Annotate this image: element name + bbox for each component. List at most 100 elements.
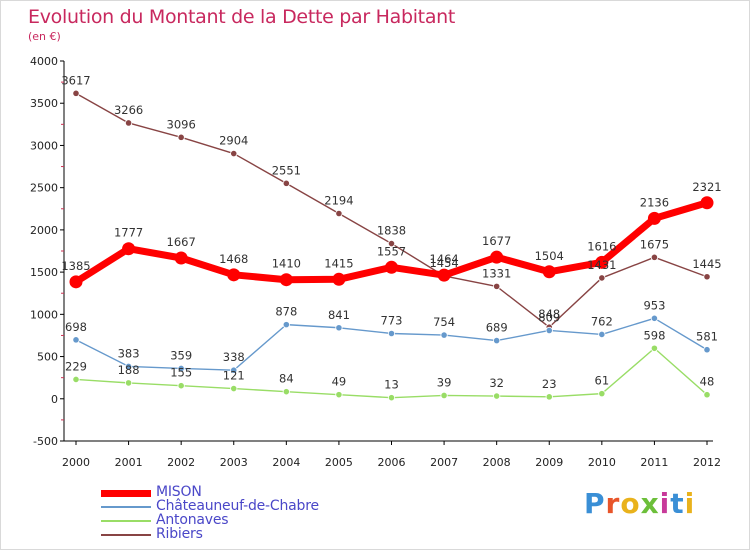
data-label: 1677 — [482, 234, 511, 248]
y-tick-label: 0 — [51, 393, 58, 406]
data-label: 2321 — [692, 180, 721, 194]
x-tick-label: 2004 — [272, 456, 300, 469]
series-point — [700, 196, 714, 210]
series-point — [230, 384, 238, 393]
series-point — [72, 375, 80, 384]
series-point — [282, 321, 290, 329]
logo-letter: t — [670, 487, 685, 520]
series-point — [385, 260, 398, 274]
data-label: 48 — [700, 375, 715, 389]
series-point — [387, 394, 396, 402]
data-label: 2194 — [324, 194, 353, 208]
legend-swatch — [101, 534, 151, 536]
data-label: 878 — [275, 305, 297, 319]
x-tick-label: 2002 — [167, 456, 195, 469]
data-label: 3266 — [114, 103, 143, 117]
series-point — [440, 391, 448, 400]
series-point — [493, 336, 501, 345]
series-point — [335, 324, 343, 332]
series-point — [650, 314, 659, 322]
data-label: 383 — [118, 346, 140, 360]
series-point — [598, 390, 606, 398]
y-tick-label: 3500 — [30, 97, 58, 110]
series-point — [490, 250, 504, 264]
series-point — [650, 253, 659, 261]
x-tick-label: 2007 — [430, 456, 458, 469]
y-tick-label: 500 — [37, 351, 58, 364]
data-label: 2551 — [272, 163, 301, 177]
legend-swatch — [101, 490, 151, 497]
x-tick-label: 2012 — [693, 456, 721, 469]
series-point — [703, 273, 711, 281]
data-label: 689 — [486, 321, 508, 335]
legend-label: MISON — [156, 484, 202, 500]
series-point — [703, 391, 711, 399]
series-point — [440, 331, 448, 339]
data-label: 1464 — [429, 252, 458, 266]
series-point — [124, 379, 133, 387]
series-point — [335, 209, 343, 218]
data-label: 1410 — [272, 257, 301, 271]
series-point — [703, 346, 711, 354]
x-tick-label: 2008 — [483, 456, 511, 469]
data-label: 39 — [437, 375, 452, 389]
data-label: 1675 — [640, 237, 669, 251]
series-point — [279, 273, 293, 287]
data-label: 598 — [643, 328, 665, 342]
series-point — [227, 268, 241, 282]
data-label: 809 — [538, 310, 560, 324]
series-point — [122, 242, 136, 256]
data-label: 155 — [170, 366, 192, 380]
data-label: 762 — [591, 314, 613, 328]
series-point — [493, 282, 501, 290]
data-label: 698 — [65, 320, 87, 334]
legend-swatch — [101, 520, 151, 522]
data-label: 84 — [279, 372, 294, 386]
y-tick-label: 3000 — [30, 139, 58, 152]
series-point — [177, 364, 185, 373]
series-point — [335, 391, 343, 399]
data-label: 1331 — [482, 266, 511, 280]
data-label: 754 — [433, 315, 455, 329]
y-tick-label: 2000 — [30, 224, 58, 237]
data-label: 1385 — [61, 259, 90, 273]
data-label: 848 — [538, 307, 560, 321]
series-point — [545, 393, 553, 401]
series-point — [72, 336, 80, 344]
data-label: 3617 — [61, 73, 90, 87]
series-point — [332, 272, 346, 286]
data-label: 121 — [223, 369, 245, 383]
data-label: 1616 — [587, 239, 616, 253]
logo-letter: i — [659, 487, 671, 520]
y-tick-label: 1500 — [30, 266, 58, 279]
series-point — [437, 268, 451, 282]
data-label: 1557 — [377, 244, 406, 258]
x-tick-label: 2001 — [115, 456, 143, 469]
data-label: 3096 — [167, 117, 196, 131]
data-label: 953 — [643, 298, 665, 312]
data-label: 229 — [65, 359, 87, 373]
data-label: 188 — [118, 363, 140, 377]
x-tick-label: 2006 — [378, 456, 406, 469]
data-label: 1667 — [167, 235, 196, 249]
x-tick-label: 2000 — [62, 456, 90, 469]
proxiti-logo: Proxiti — [584, 487, 695, 520]
data-label: 1777 — [114, 226, 143, 240]
y-tick-label: 4000 — [30, 55, 58, 68]
series-point — [282, 388, 290, 396]
data-label: 841 — [328, 308, 350, 322]
series-point — [493, 392, 501, 400]
series-point — [647, 211, 661, 225]
data-label: 49 — [332, 375, 347, 389]
data-label: 581 — [696, 330, 718, 344]
series-point — [177, 133, 185, 141]
series-point — [124, 362, 133, 371]
data-label: 1431 — [587, 258, 616, 272]
legend-swatch — [101, 506, 151, 508]
series-point — [542, 265, 556, 279]
x-tick-label: 2003 — [220, 456, 248, 469]
y-tick-label: 2500 — [30, 182, 58, 195]
chart-title: Evolution du Montant de la Dette par Hab… — [28, 6, 456, 28]
data-label: 773 — [381, 314, 403, 328]
